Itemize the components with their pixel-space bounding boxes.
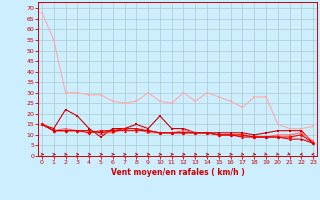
X-axis label: Vent moyen/en rafales ( km/h ): Vent moyen/en rafales ( km/h )	[111, 168, 244, 177]
